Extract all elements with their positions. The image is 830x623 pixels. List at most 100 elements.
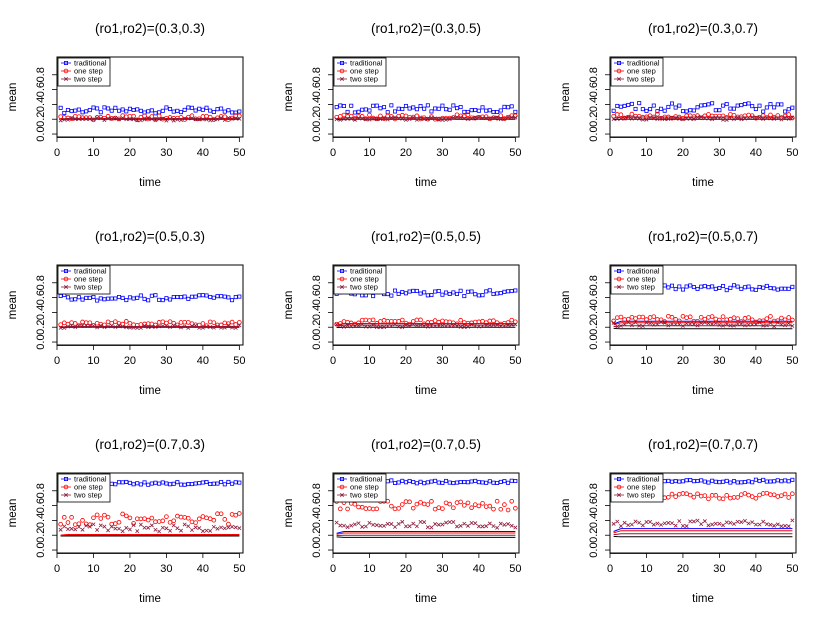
y-tick-label: 0.2: [35, 320, 47, 335]
data-point: [462, 480, 467, 485]
y-tick-label: 0.6: [35, 82, 47, 97]
x-axis-label: time: [139, 177, 161, 189]
data-point: [153, 111, 158, 116]
data-point: [433, 522, 438, 526]
data-point: [363, 317, 369, 323]
legend-marker: [617, 77, 621, 81]
data-point: [735, 284, 740, 289]
data-point: [506, 289, 511, 294]
data-point: [429, 293, 434, 298]
data-point: [418, 104, 423, 109]
data-point: [367, 108, 372, 113]
y-axis-label: mean: [283, 499, 295, 528]
data-point: [677, 479, 682, 484]
data-point: [513, 322, 518, 327]
panel-2: (ro1,ro2)=(0.3,0.5) time mean 0 10 20 30 40 50 0.…: [283, 21, 521, 189]
x-tick-label: 0: [330, 147, 336, 159]
data-point: [69, 323, 74, 328]
data-point: [370, 317, 376, 323]
data-point: [403, 323, 408, 327]
data-point: [615, 103, 620, 108]
data-point: [175, 480, 180, 485]
data-point: [352, 110, 357, 115]
data-point: [790, 518, 795, 523]
legend-label: one step: [627, 483, 656, 492]
data-point: [757, 115, 762, 120]
data-point: [760, 491, 766, 496]
data-point: [98, 523, 103, 528]
data-point: [171, 518, 177, 524]
data-point: [425, 324, 430, 329]
data-point: [491, 292, 496, 297]
data-point: [636, 314, 642, 320]
y-tick-label: 0.8: [311, 483, 323, 498]
data-point: [436, 324, 441, 329]
data-point: [724, 520, 729, 525]
data-point: [91, 515, 96, 521]
data-point: [465, 289, 470, 294]
data-point: [717, 322, 722, 327]
data-point: [226, 521, 231, 527]
data-point: [622, 322, 627, 327]
x-tick-label: 20: [124, 563, 136, 575]
x-tick-label: 30: [436, 355, 448, 367]
data-point: [782, 317, 788, 323]
data-point: [378, 106, 383, 111]
data-point: [371, 116, 376, 121]
data-point: [349, 523, 354, 528]
y-tick-label: 0.8: [35, 483, 47, 498]
data-point: [498, 117, 503, 122]
data-point: [757, 522, 762, 527]
data-point: [91, 117, 96, 122]
data-point: [462, 109, 467, 114]
data-point: [509, 322, 514, 327]
series-two-step: [334, 115, 518, 122]
data-point: [458, 523, 463, 528]
data-point: [502, 323, 507, 328]
data-point: [171, 118, 176, 123]
data-point: [738, 492, 744, 497]
legend-label: two step: [74, 283, 102, 292]
data-point: [418, 500, 423, 505]
data-point: [746, 115, 751, 120]
data-point: [109, 108, 114, 113]
data-point: [193, 117, 198, 122]
data-point: [440, 323, 445, 328]
data-point: [473, 323, 478, 328]
data-point: [411, 115, 416, 120]
data-point: [505, 507, 511, 513]
data-point: [389, 103, 394, 108]
data-point: [772, 286, 777, 291]
data-point: [487, 108, 492, 113]
data-point: [370, 506, 376, 512]
data-point: [164, 105, 169, 110]
data-point: [378, 523, 383, 528]
data-point: [429, 114, 434, 119]
data-point: [706, 480, 711, 485]
data-point: [211, 110, 216, 115]
x-tick-label: 50: [233, 355, 245, 367]
data-point: [472, 502, 478, 507]
series-traditional: [58, 292, 242, 303]
data-point: [728, 106, 733, 111]
data-point: [356, 109, 361, 114]
data-point: [483, 504, 489, 509]
data-point: [432, 318, 438, 323]
data-point: [142, 323, 147, 328]
data-point: [229, 115, 235, 121]
data-point: [487, 323, 492, 328]
data-point: [400, 478, 405, 483]
data-point: [622, 520, 627, 525]
data-point: [713, 493, 719, 498]
panel-4: (ro1,ro2)=(0.5,0.3) time mean 0 10 20 30 40 50 0.…: [7, 229, 245, 397]
x-tick-label: 40: [473, 563, 485, 575]
data-point: [149, 117, 154, 121]
data-point: [233, 512, 239, 518]
data-point: [392, 506, 398, 512]
data-point: [222, 109, 227, 114]
legend-marker: [64, 268, 69, 273]
data-point: [396, 319, 401, 324]
data-point: [186, 296, 191, 301]
data-point: [644, 320, 649, 325]
data-point: [418, 323, 423, 328]
